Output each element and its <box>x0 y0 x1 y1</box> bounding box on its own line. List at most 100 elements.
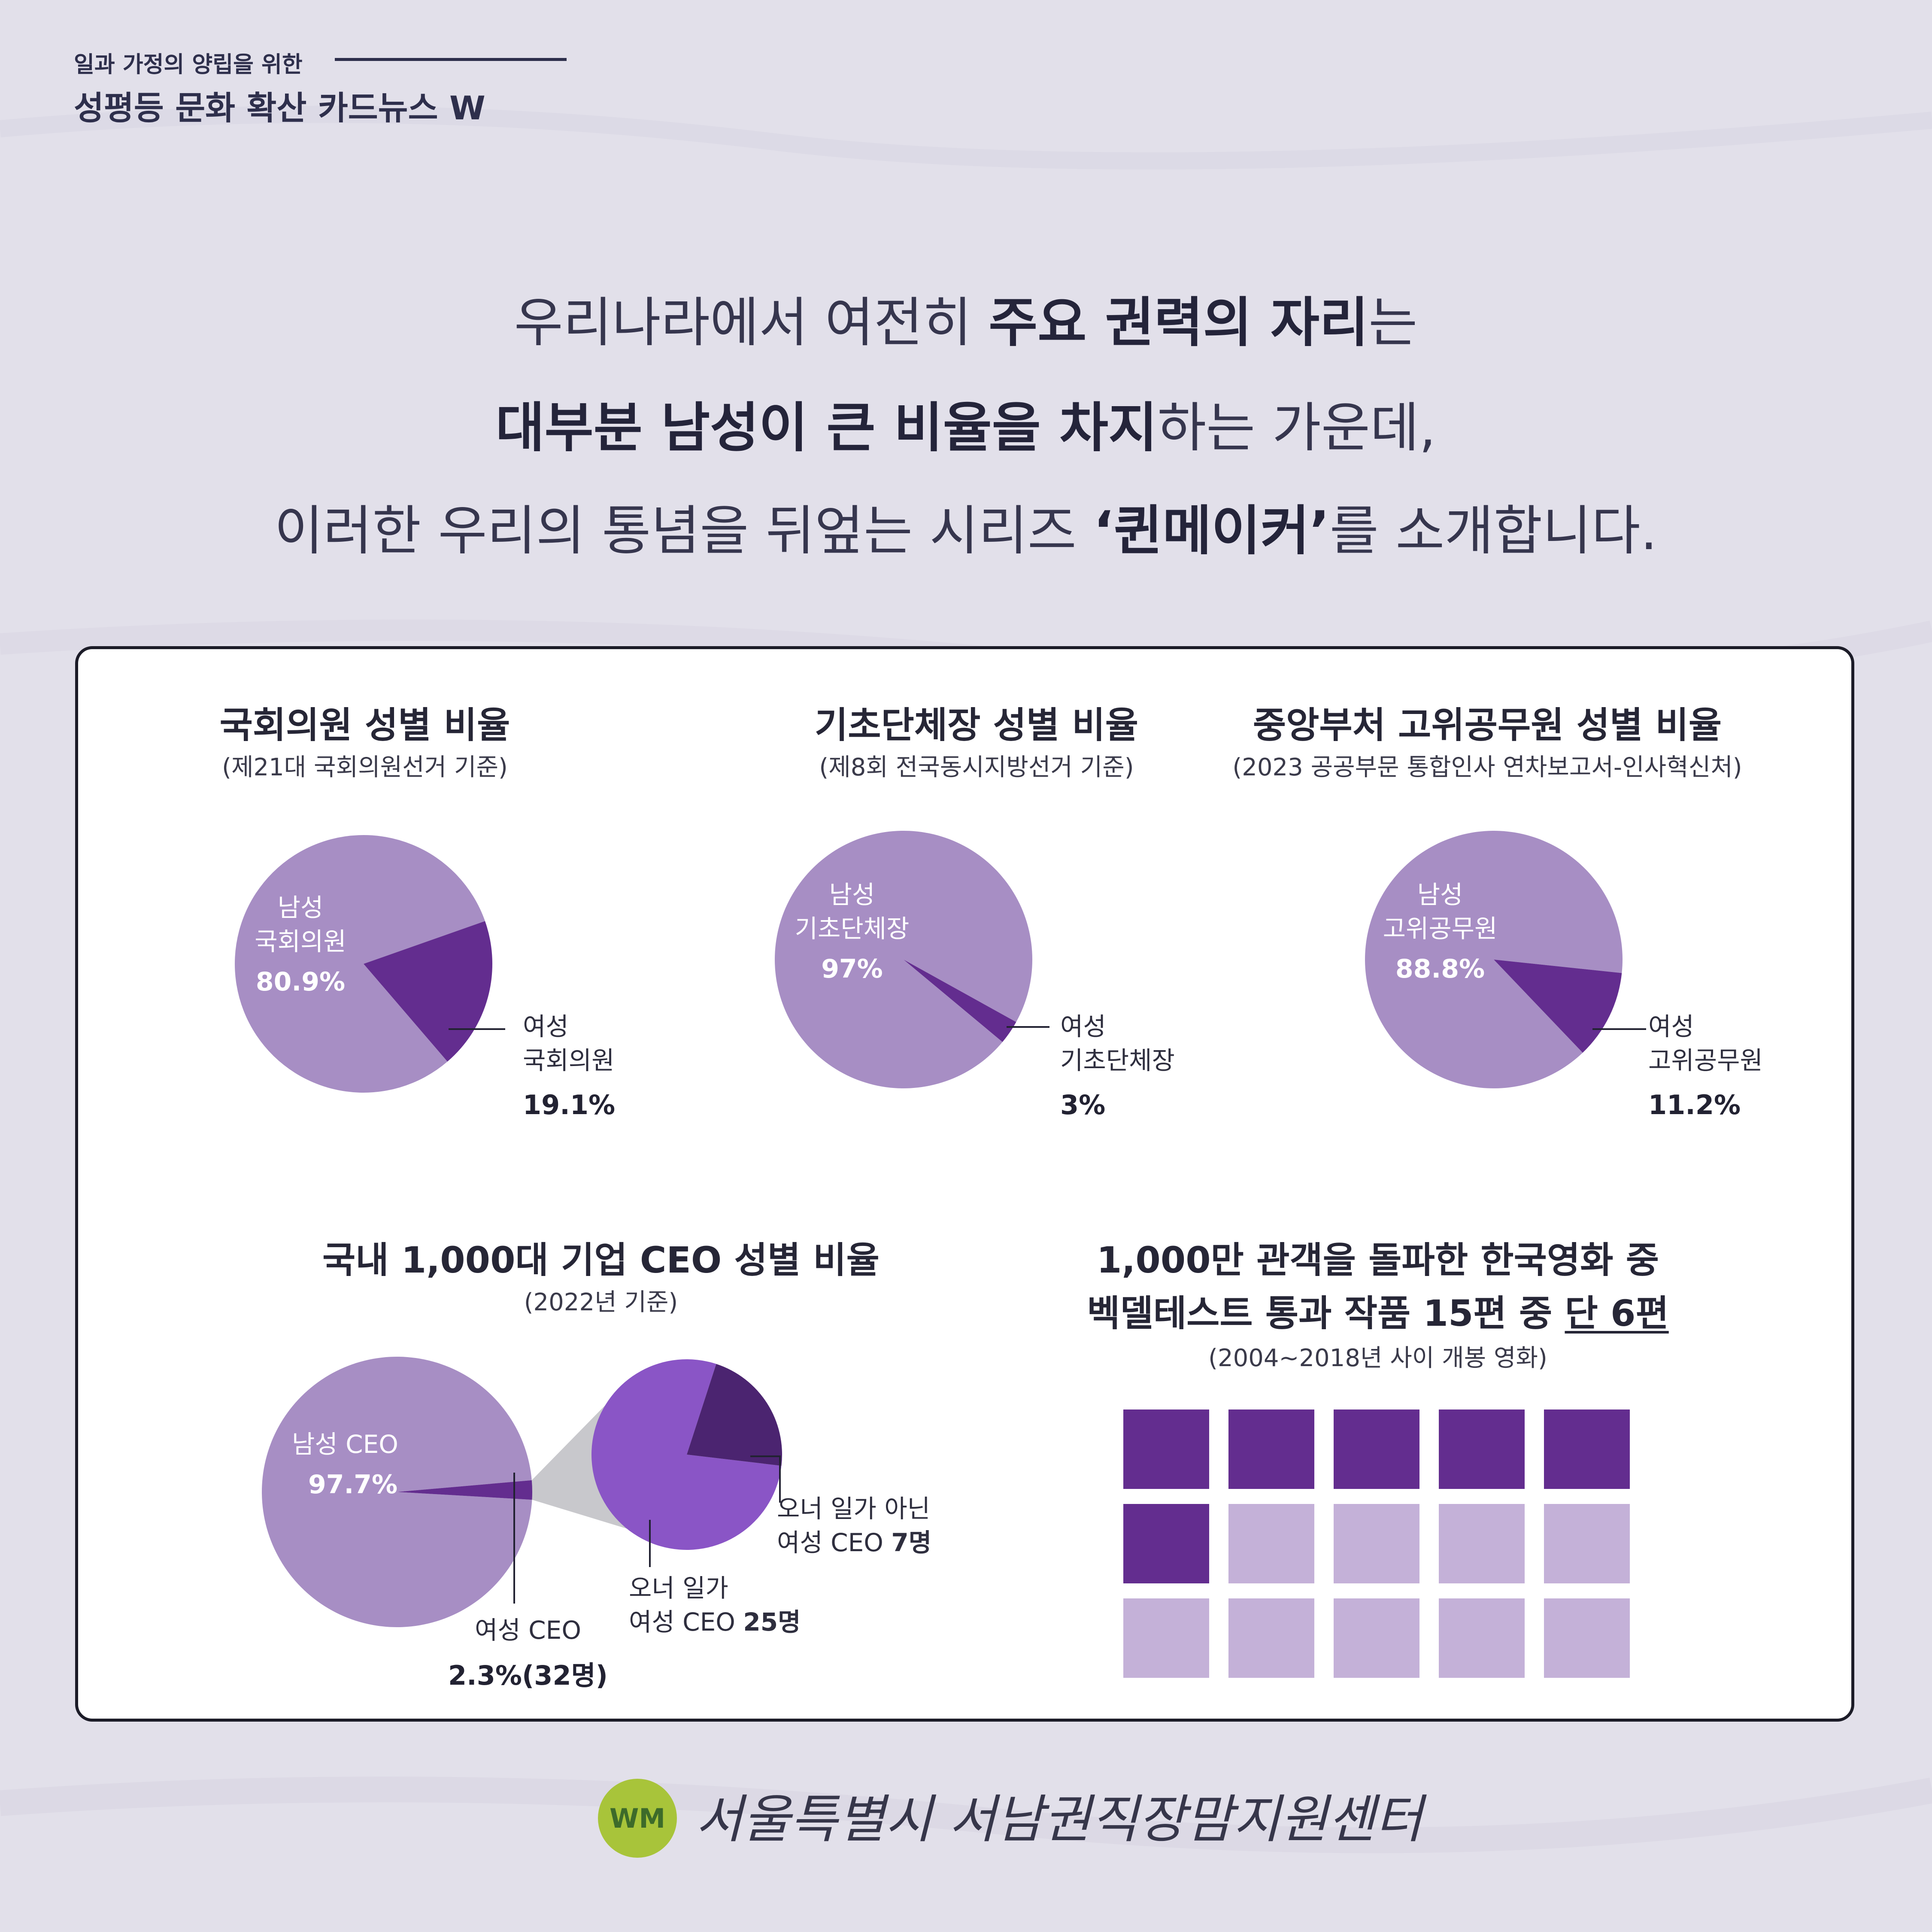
failed-film-square <box>1544 1598 1630 1678</box>
local-heads-male-pct: 97% <box>821 954 883 984</box>
intro-line-1: 우리나라에서 여전히 주요 권력의 자리는 <box>107 279 1824 356</box>
failed-film-square <box>1439 1598 1525 1678</box>
label-line: 기초단체장 <box>1060 1045 1175 1075</box>
label-line: 여성 <box>1060 1012 1106 1041</box>
ceo-non-owner-label: 오너 일가 아닌 여성 CEO 7명 <box>777 1492 931 1560</box>
ceo-non-owner-leader-v <box>779 1455 781 1503</box>
passed-film-square <box>1334 1410 1419 1489</box>
label-line: 남성 CEO <box>292 1430 398 1459</box>
label-line: 남성 <box>829 880 875 909</box>
header-divider <box>335 58 567 61</box>
bechdel-title-line-1: 1,000만 관객을 돌파한 한국영화 중 <box>1096 1239 1659 1281</box>
local-heads-female-pct: 3% <box>1060 1089 1106 1121</box>
label-line: 고위공무원 <box>1383 914 1498 943</box>
center-name: 서울특별시 서남권직장맘지원센터 <box>695 1790 1423 1850</box>
ceo-chart-title: 국내 1,000대 기업 CEO 성별 비율 <box>322 1239 880 1281</box>
series-title: 성평등 문화 확산 카드뉴스 W <box>74 89 485 127</box>
ceo-non-owner-slice <box>687 1364 782 1466</box>
ceo-owner-label: 오너 일가 여성 CEO 25명 <box>629 1571 801 1639</box>
assembly-male-label: 남성 국회의원 80.9% <box>240 891 361 999</box>
center-logo: WM <box>598 1779 677 1858</box>
ceo-male-label: 남성 CEO 97.7% <box>292 1428 398 1502</box>
ceo-male-pct: 97.7% <box>308 1469 398 1500</box>
intro-line-2: 대부분 남성이 큰 비율을 차지하는 가운데, <box>107 384 1824 462</box>
ceo-non-owner-count: 7명 <box>891 1528 932 1557</box>
local-heads-leader-line <box>1007 1026 1049 1028</box>
officials-chart-subtitle: (2023 공공부문 통합인사 연차보고서-인사혁신처) <box>1232 753 1742 781</box>
intro-text: 우리나라에서 여전히 <box>514 292 989 354</box>
series-subtitle: 일과 가정의 양립을 위한 <box>74 52 303 78</box>
failed-film-square <box>1334 1598 1419 1678</box>
failed-film-square <box>1544 1504 1630 1583</box>
assembly-chart-title: 국회의원 성별 비율 <box>219 704 510 746</box>
label-line: 남성 <box>277 893 324 922</box>
intro-text: 이러한 우리의 통념을 뒤엎는 시리즈 <box>274 500 1094 562</box>
ceo-non-owner-leader-h <box>750 1455 780 1457</box>
officials-male-pct: 88.8% <box>1395 954 1485 984</box>
failed-film-square <box>1439 1504 1525 1583</box>
intro-emphasis: 대부분 남성이 큰 비율을 차지 <box>495 397 1158 459</box>
passed-film-square <box>1439 1410 1525 1489</box>
bechdel-title-line-2: 벡델테스트 통과 작품 15편 중 단 6편 <box>1052 1285 1704 1337</box>
ceo-pie-of-pie <box>262 1357 782 1627</box>
ceo-female-leader <box>513 1473 515 1604</box>
label-line: 여성 <box>1648 1012 1694 1041</box>
assembly-chart-subtitle: (제21대 국회의원선거 기준) <box>222 753 508 781</box>
label-line: 여성 <box>523 1012 569 1041</box>
officials-female-pct: 11.2% <box>1648 1089 1741 1121</box>
label-line: 국회의원 <box>523 1045 615 1075</box>
failed-film-square <box>1123 1598 1209 1678</box>
label-line: 오너 일가 아닌 <box>777 1494 931 1523</box>
ceo-owner-leader <box>649 1520 651 1567</box>
bechdel-subtitle: (2004~2018년 사이 개봉 영화) <box>1208 1344 1547 1372</box>
failed-film-square <box>1228 1598 1314 1678</box>
label-line: 기초단체장 <box>795 914 910 943</box>
label-line: 국회의원 <box>255 927 346 956</box>
local-heads-pie <box>775 831 1032 1088</box>
assembly-female-label: 여성 국회의원 19.1% <box>523 1010 615 1123</box>
officials-female-slice <box>1494 960 1622 1053</box>
officials-pie <box>1365 831 1623 1088</box>
label-line: 고위공무원 <box>1648 1045 1763 1075</box>
assembly-pie <box>235 835 492 1093</box>
passed-film-square <box>1544 1410 1630 1489</box>
local-heads-chart-subtitle: (제8회 전국동시지방선거 기준) <box>819 753 1134 781</box>
local-heads-female-slice <box>904 960 1016 1042</box>
local-heads-chart-title: 기초단체장 성별 비율 <box>814 704 1138 746</box>
bechdel-title-emphasis: 단 6편 <box>1565 1292 1669 1334</box>
logo-text: WM <box>610 1803 665 1834</box>
officials-leader-line <box>1592 1028 1646 1030</box>
logo-circle <box>598 1779 677 1858</box>
failed-film-square <box>1334 1504 1419 1583</box>
assembly-female-pct: 19.1% <box>523 1089 616 1121</box>
passed-film-square <box>1123 1504 1209 1583</box>
officials-female-label: 여성 고위공무원 11.2% <box>1648 1010 1763 1123</box>
intro-emphasis: ‘퀸메이커’ <box>1093 500 1330 562</box>
label-line: 오너 일가 <box>629 1574 728 1603</box>
local-heads-female-label: 여성 기초단체장 3% <box>1060 1010 1175 1123</box>
bechdel-square-grid <box>1123 1410 1632 1678</box>
ceo-owner-slice <box>591 1359 782 1550</box>
ceo-chart-subtitle: (2022년 기준) <box>524 1288 678 1316</box>
local-heads-male-label: 남성 기초단체장 97% <box>773 878 931 987</box>
intro-text: 를 소개합니다. <box>1329 500 1658 562</box>
passed-film-square <box>1228 1410 1314 1489</box>
assembly-leader-line <box>449 1028 505 1030</box>
failed-film-square <box>1228 1504 1314 1583</box>
label-line: 여성 CEO <box>629 1607 743 1637</box>
ceo-owner-count: 25명 <box>743 1607 801 1637</box>
label-line: 남성 <box>1417 880 1463 909</box>
assembly-female-slice <box>364 921 492 1062</box>
passed-film-square <box>1123 1410 1209 1489</box>
intro-text: 하는 가운데, <box>1157 397 1436 459</box>
intro-line-3: 이러한 우리의 통념을 뒤엎는 시리즈 ‘퀸메이커’를 소개합니다. <box>107 487 1824 565</box>
ceo-male-slice <box>262 1357 532 1627</box>
intro-emphasis: 주요 권력의 자리 <box>989 292 1369 354</box>
assembly-male-slice <box>235 835 485 1093</box>
officials-chart-title: 중앙부처 고위공무원 성별 비율 <box>1253 704 1722 746</box>
label-line: 여성 CEO <box>475 1616 581 1645</box>
officials-male-label: 남성 고위공무원 88.8% <box>1361 878 1520 987</box>
ceo-female-label: 여성 CEO 2.3%(32명) <box>438 1613 618 1694</box>
label-line: 여성 CEO <box>777 1528 892 1557</box>
ceo-female-value: 2.3%(32명) <box>448 1659 608 1691</box>
